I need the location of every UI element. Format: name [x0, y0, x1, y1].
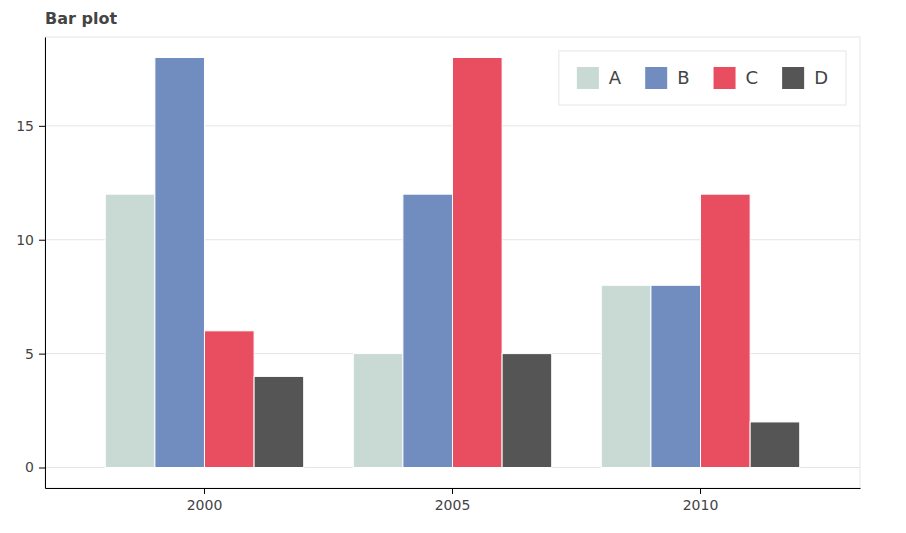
plot-frame	[45, 37, 860, 488]
bar	[105, 194, 155, 467]
bar	[453, 58, 503, 468]
bar	[155, 58, 205, 468]
bar	[651, 285, 701, 467]
y-tick-mark	[39, 354, 45, 355]
y-tick-label: 15	[16, 118, 34, 134]
bar	[353, 354, 403, 468]
legend-item: C	[714, 67, 759, 89]
bar	[254, 376, 304, 467]
legend-swatch	[577, 67, 599, 89]
legend-label: B	[677, 67, 689, 88]
bar	[502, 354, 552, 468]
legend-box	[559, 51, 846, 105]
bar	[601, 285, 651, 467]
bar	[204, 331, 254, 468]
y-tick: 0	[25, 459, 45, 475]
legend-item: D	[782, 67, 828, 89]
bar	[403, 194, 453, 467]
bar	[750, 422, 800, 468]
x-tick-label: 2005	[435, 497, 471, 513]
y-tick-label: 10	[16, 232, 34, 248]
x-tick-label: 2010	[683, 497, 719, 513]
chart: Bar plot 0 5 10 15 2000 2005 2010 A B C D	[0, 0, 906, 533]
legend-label: D	[814, 67, 828, 88]
y-tick: 10	[16, 232, 45, 248]
x-tick-mark	[204, 488, 205, 494]
x-tick-label: 2000	[187, 497, 223, 513]
x-axis: 2000 2005 2010	[46, 488, 861, 513]
legend-item: A	[577, 67, 622, 89]
bars	[105, 58, 799, 468]
y-tick: 15	[16, 118, 45, 134]
legend: A B C D	[559, 51, 846, 105]
x-tick-mark	[452, 488, 453, 494]
legend-label: A	[609, 67, 622, 88]
y-tick-mark	[39, 468, 45, 469]
y-axis: 0 5 10 15	[16, 38, 45, 489]
y-tick-label: 0	[25, 459, 34, 475]
x-tick: 2010	[683, 488, 719, 513]
title: Bar plot	[45, 9, 117, 28]
x-tick-mark	[700, 488, 701, 494]
x-tick: 2000	[187, 488, 223, 513]
y-axis-line	[45, 38, 46, 489]
y-tick-mark	[39, 240, 45, 241]
bar	[701, 194, 751, 467]
legend-label: C	[746, 67, 759, 88]
y-tick-label: 5	[25, 346, 34, 362]
legend-swatch	[782, 67, 804, 89]
y-tick: 5	[25, 346, 45, 362]
legend-item: B	[645, 67, 689, 89]
legend-swatch	[645, 67, 667, 89]
legend-swatch	[714, 67, 736, 89]
x-tick: 2005	[435, 488, 471, 513]
y-tick-mark	[39, 126, 45, 127]
